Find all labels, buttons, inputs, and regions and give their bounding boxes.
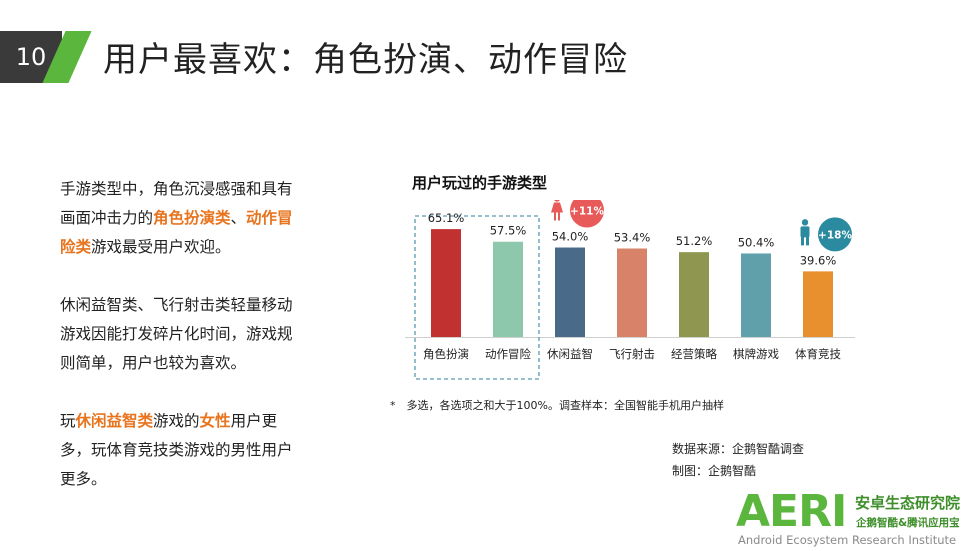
- para1-line3: 险类游戏最受用户欢迎。: [60, 233, 310, 262]
- bar-2: [493, 241, 523, 337]
- bar-value-label: 53.4%: [614, 231, 651, 245]
- para3-line2: 多，玩体育竞技类游戏的男性用户: [60, 441, 293, 459]
- para1-line3-b: 游戏最受用户欢迎。: [91, 238, 231, 256]
- para1-line1: 手游类型中，角色沉浸感强和具有: [60, 180, 293, 198]
- summary-paragraph-3: 玩休闲益智类游戏的女性用户更 多，玩体育竞技类游戏的男性用户 更多。: [60, 407, 310, 494]
- highlight-female: 女性: [199, 412, 231, 430]
- category-label: 棋牌游戏: [733, 347, 779, 361]
- slide-number: 10: [0, 31, 62, 83]
- bar-3: [555, 247, 585, 337]
- bar-value-label: 50.4%: [738, 235, 775, 249]
- para3-line1-a: 玩: [60, 412, 76, 430]
- bar-value-label: 57.5%: [490, 224, 527, 238]
- percent-badge-label: +11%: [570, 206, 604, 218]
- category-label: 经营策略: [671, 347, 717, 361]
- logo-english-name: Android Ecosystem Research Institute: [738, 533, 957, 547]
- bar-5: [679, 252, 709, 337]
- para3-line1: 玩休闲益智类游戏的女性用户更: [60, 407, 310, 436]
- category-label: 角色扮演: [423, 347, 469, 361]
- para1-line2: 画面冲击力的角色扮演类、动作冒: [60, 204, 310, 233]
- bar-value-label: 39.6%: [800, 253, 837, 267]
- bar-value-label: 51.2%: [676, 234, 713, 248]
- percent-badge-label: +18%: [818, 229, 852, 241]
- para2-line1: 休闲益智类、飞行射击类轻量移动: [60, 296, 293, 314]
- percent-badge: [570, 200, 604, 228]
- category-label: 休闲益智: [547, 347, 593, 361]
- para2-line2: 游戏因能打发碎片化时间，游戏规: [60, 325, 293, 343]
- female-icon: [551, 200, 563, 221]
- highlight-action-1: 动作冒: [246, 209, 293, 227]
- category-label: 飞行射击: [609, 347, 655, 361]
- page-title: 用户最喜欢：角色扮演、动作冒险: [103, 40, 628, 80]
- aeri-logo: AERI: [736, 486, 847, 537]
- para1-line2-a: 画面冲击力的: [60, 209, 154, 227]
- bar-value-label: 54.0%: [552, 230, 589, 244]
- highlight-casual: 休闲益智类: [75, 412, 154, 430]
- para1-line2-c: 、: [230, 209, 247, 227]
- bar-7: [803, 271, 833, 337]
- category-label: 体育竞技: [795, 347, 841, 361]
- bar-6: [741, 253, 771, 337]
- logo-partners: 企鹅智酷&腾讯应用宝: [856, 517, 960, 529]
- para3-line1-c: 游戏的: [153, 412, 200, 430]
- male-icon: [800, 219, 810, 246]
- logo-institute-name: 安卓生态研究院: [855, 494, 961, 512]
- bar-1: [431, 229, 461, 337]
- para2-line3: 则简单，用户也较为喜欢。: [60, 354, 247, 372]
- category-label: 动作冒险: [485, 347, 531, 361]
- data-source: 数据来源：企鹅智酷调查: [672, 442, 805, 456]
- bar-chart: 65.1% 角色扮演 57.5% 动作冒险 54.0% 休闲益智 53.4% 飞行射击 51.2…: [405, 200, 855, 380]
- chart-title: 用户玩过的手游类型: [412, 174, 548, 192]
- percent-badge: [818, 217, 852, 252]
- highlight-box: [414, 215, 540, 380]
- highlight-roleplay: 角色扮演类: [153, 209, 231, 227]
- highlight-action-2: 险类: [60, 238, 92, 256]
- bar-value-label: 65.1%: [428, 211, 465, 225]
- summary-paragraph-2: 休闲益智类、飞行射击类轻量移动 游戏因能打发碎片化时间，游戏规 则简单，用户也较…: [60, 291, 310, 378]
- summary-paragraph-1: 手游类型中，角色沉浸感强和具有 画面冲击力的角色扮演类、动作冒 险类游戏最受用户…: [60, 175, 310, 262]
- para3-line3: 更多。: [60, 470, 107, 488]
- footnote: * 多选，各选项之和大于100%。调查样本：全国智能手机用户抽样: [390, 399, 724, 412]
- chart-credit: 制图：企鹅智酷: [672, 464, 757, 478]
- para3-line1-e: 用户更: [230, 412, 278, 430]
- bar-4: [617, 248, 647, 337]
